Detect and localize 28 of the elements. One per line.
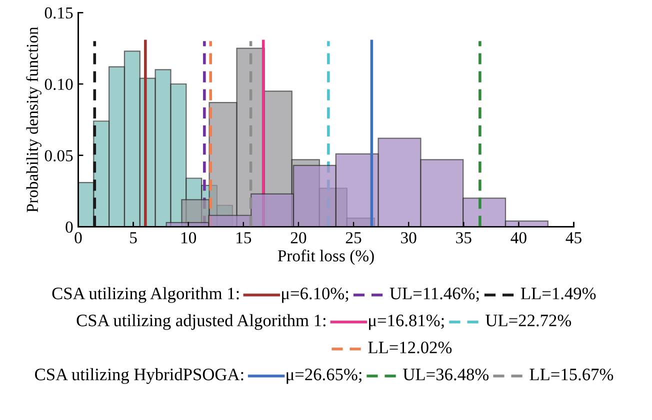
x-tick-label: 15	[236, 232, 252, 244]
x-tick-label: 10	[181, 232, 196, 244]
x-tick-label: 20	[290, 232, 306, 244]
text: CSA utilizing HybridPSOGA:	[35, 368, 244, 384]
x-tick-label: 30	[401, 232, 416, 244]
legend-label: UL=11.46%;	[390, 288, 479, 302]
y-tick-label: 0.15	[44, 7, 73, 19]
legend-label: μ=6.10%;	[282, 288, 348, 303]
legend-label: μ=26.65%;	[286, 368, 362, 384]
legend-label: μ=16.81%;	[369, 314, 444, 330]
legend-label: LL=1.49%	[520, 288, 596, 300]
legend-label: LL=15.67%	[530, 368, 614, 380]
x-tick-label: 5	[130, 232, 137, 244]
legend-label: UL=36.48%	[403, 368, 489, 380]
x-tick-label: 0	[74, 232, 82, 244]
y-tick-label: 0.05	[44, 150, 73, 162]
x-axis-title: Profit loss (%)	[278, 250, 374, 265]
legend-label: UL=22.72%	[486, 314, 572, 326]
x-tick-label: 35	[456, 232, 472, 244]
legend-label: LL=12.02%	[368, 342, 452, 354]
x-tick-label: 40	[510, 232, 526, 244]
y-axis-title: Probability density function	[26, 26, 42, 212]
text: CSA utilizing adjusted Algorithm 1:	[76, 314, 326, 330]
text: CSA utilizing Algorithm 1:	[52, 287, 239, 303]
y-tick-label: 0.10	[44, 78, 73, 90]
x-tick-label: 45	[566, 232, 582, 244]
x-tick-label: 25	[346, 232, 362, 244]
y-tick-label: 0	[66, 222, 73, 233]
